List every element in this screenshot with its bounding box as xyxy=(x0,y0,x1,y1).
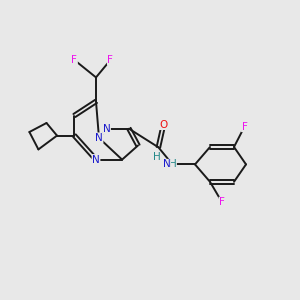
Text: N: N xyxy=(92,154,100,165)
Text: N: N xyxy=(95,133,103,143)
Text: N: N xyxy=(163,159,170,170)
Text: H: H xyxy=(153,152,160,163)
Text: F: F xyxy=(71,55,77,65)
Text: O: O xyxy=(159,119,168,130)
Text: F: F xyxy=(219,197,225,207)
Text: H: H xyxy=(169,159,176,170)
Text: N: N xyxy=(103,124,110,134)
Text: F: F xyxy=(107,55,113,65)
Text: F: F xyxy=(242,122,248,132)
